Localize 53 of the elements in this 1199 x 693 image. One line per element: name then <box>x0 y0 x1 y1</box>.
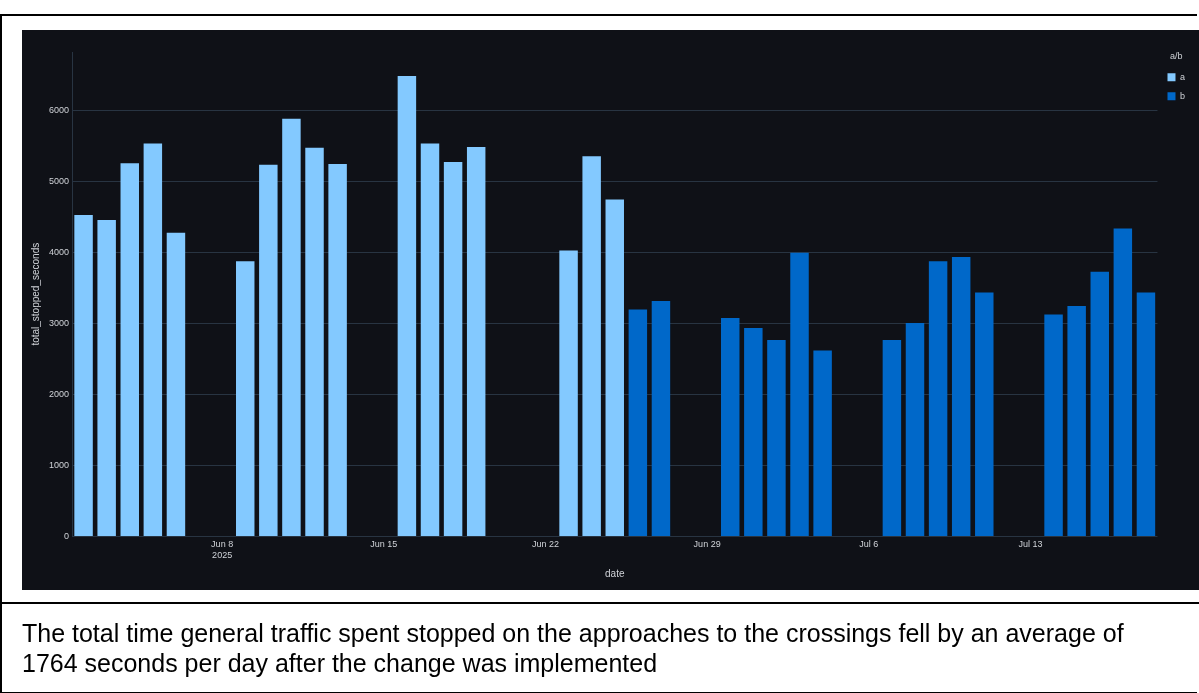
bar <box>1090 271 1109 536</box>
bar <box>120 163 139 536</box>
bar <box>928 261 948 536</box>
x-tick-label: Jul 6 <box>859 539 879 550</box>
bar <box>397 76 417 536</box>
y-tick-label: 5000 <box>48 176 70 187</box>
bar <box>166 232 186 536</box>
bar <box>905 322 925 536</box>
bar <box>767 339 786 536</box>
y-tick-label: 0 <box>64 530 70 541</box>
y-axis-title: total_stopped_seconds <box>29 242 41 346</box>
bar <box>420 143 440 536</box>
y-tick-label: 4000 <box>48 247 70 258</box>
y-tick-label: 2000 <box>48 389 70 400</box>
legend-title: a/b <box>1169 50 1183 61</box>
bar <box>651 300 671 536</box>
bar <box>259 164 278 536</box>
bar <box>582 156 601 536</box>
bar <box>1067 305 1086 536</box>
bar <box>1044 314 1063 536</box>
bar <box>559 250 578 536</box>
bar <box>1113 228 1133 536</box>
y-tick-label: 1000 <box>48 459 70 470</box>
x-tick-label: Jun 8 2025 <box>211 539 234 561</box>
bar <box>443 161 463 536</box>
bar <box>882 339 902 536</box>
bar <box>466 147 486 536</box>
legend-label: a <box>1179 71 1186 82</box>
y-tick-label: 3000 <box>48 318 70 329</box>
bar <box>813 350 832 536</box>
x-tick-label: Jun 22 <box>531 539 559 550</box>
bar <box>143 143 163 536</box>
bar <box>721 317 740 536</box>
legend-label: b <box>1179 90 1186 101</box>
bar <box>282 118 301 536</box>
bar <box>236 261 255 536</box>
bar <box>975 292 994 536</box>
bar <box>74 215 93 536</box>
bar <box>790 252 809 536</box>
x-axis-title: date <box>605 567 625 579</box>
bar <box>328 164 347 536</box>
bar <box>605 199 624 536</box>
x-tick-label: Jun 29 <box>693 539 721 550</box>
bar <box>744 327 763 536</box>
bar <box>305 147 324 536</box>
bar <box>951 256 971 536</box>
bar <box>1136 292 1156 536</box>
bar <box>97 220 116 536</box>
x-tick-label: Jun 15 <box>370 539 398 550</box>
text: The total time general traffic spent stopped on the approaches to the crossings fell by an average of 1764 seconds per day after the change was implemented <box>22 618 1125 678</box>
x-tick-label: Jul 13 <box>1018 539 1043 550</box>
y-tick-label: 6000 <box>48 105 70 116</box>
bar <box>628 309 648 536</box>
